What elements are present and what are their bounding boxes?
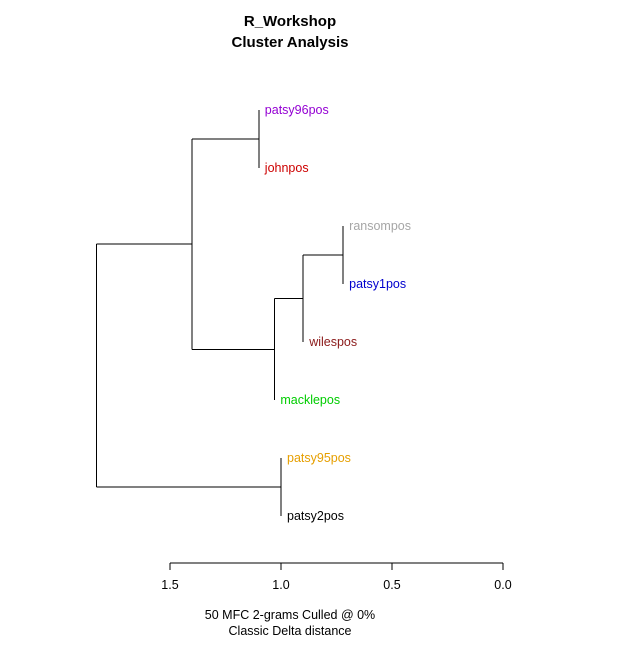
leaf-labels: patsy96pos johnpos ransompos patsy1pos wiles… (264, 103, 411, 523)
leaf-label-macklepos: macklepos (280, 393, 340, 407)
chart-subtitle: Cluster Analysis (232, 34, 349, 51)
x-axis-tick-label-1.5: 1.5 (161, 578, 178, 592)
leaf-label-patsy1pos: patsy1pos (349, 277, 406, 291)
x-axis: 1.5 1.0 0.5 0.0 (161, 562, 512, 592)
dendrogram-branches (96, 110, 344, 516)
chart-title: R_Workshop (244, 13, 336, 30)
x-axis-tick-label-0.5: 0.5 (383, 578, 400, 592)
x-axis-tick-label-1.0: 1.0 (272, 578, 289, 592)
leaf-label-wilespos: wilespos (308, 335, 357, 349)
x-axis-tick-label-0.0: 0.0 (494, 578, 511, 592)
leaf-label-patsy96pos: patsy96pos (265, 103, 329, 117)
leaf-label-johnpos: johnpos (264, 161, 309, 175)
leaf-label-patsy2pos: patsy2pos (287, 509, 344, 523)
leaf-label-ransompos: ransompos (349, 219, 411, 233)
leaf-label-patsy95pos: patsy95pos (287, 451, 351, 465)
caption-method: 50 MFC 2-grams Culled @ 0% (205, 608, 375, 622)
caption-distance: Classic Delta distance (229, 624, 352, 638)
